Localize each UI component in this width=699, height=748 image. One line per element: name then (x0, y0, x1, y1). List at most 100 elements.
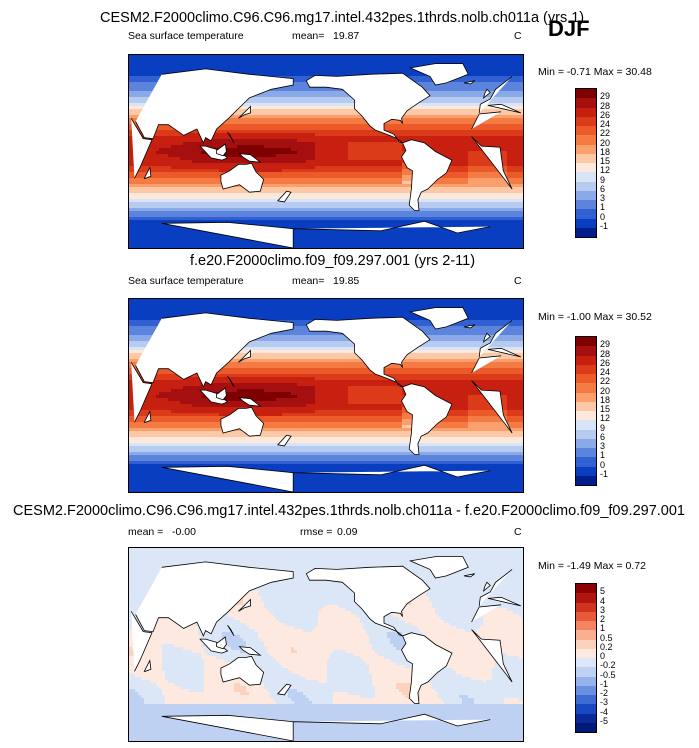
sst-cell (258, 97, 262, 101)
sst-cell (279, 58, 283, 62)
sst-cell (300, 142, 304, 146)
sst-cell (387, 160, 391, 164)
sst-cell (501, 118, 505, 122)
sst-cell (252, 133, 256, 137)
sst-cell (351, 121, 355, 125)
sst-cell (237, 160, 241, 164)
sst-cell (330, 160, 334, 164)
sst-cell (144, 154, 148, 158)
sst-cell (339, 127, 343, 131)
sst-cell (480, 133, 484, 137)
sst-cell (351, 127, 355, 131)
sst-cell (333, 67, 337, 71)
sst-cell (129, 97, 133, 101)
sst-cell (450, 139, 454, 143)
sst-cell (333, 127, 337, 131)
sst-cell (456, 106, 460, 110)
sst-cell (267, 112, 271, 116)
sst-cell (486, 79, 490, 83)
sst-cell (228, 136, 232, 140)
sst-cell (282, 160, 286, 164)
sst-cell (276, 115, 280, 119)
sst-cell (330, 55, 334, 59)
sst-cell (195, 145, 199, 149)
sst-cell (354, 61, 358, 65)
sst-cell (486, 136, 490, 140)
sst-cell (168, 154, 172, 158)
sst-cell (399, 70, 403, 74)
sst-cell (420, 112, 424, 116)
sst-cell (420, 124, 424, 128)
sst-cell (333, 130, 337, 134)
sst-cell (225, 142, 229, 146)
sst-cell (288, 130, 292, 134)
sst-cell (513, 139, 517, 143)
sst-cell (435, 124, 439, 128)
sst-cell (441, 139, 445, 143)
sst-cell (279, 127, 283, 131)
sst-cell (312, 118, 316, 122)
sst-cell (240, 157, 244, 161)
sst-cell (216, 166, 220, 170)
sst-cell (351, 61, 355, 65)
sst-cell (162, 154, 166, 158)
sst-cell (183, 67, 187, 71)
sst-cell (441, 100, 445, 104)
sst-cell (411, 58, 415, 62)
sst-cell (285, 115, 289, 119)
sst-cell (453, 148, 457, 152)
sst-cell (132, 70, 136, 74)
sst-cell (270, 148, 274, 152)
sst-cell (315, 160, 319, 164)
sst-cell (294, 124, 298, 128)
sst-cell (300, 154, 304, 158)
sst-cell (297, 97, 301, 101)
sst-cell (447, 154, 451, 158)
sst-cell (459, 94, 463, 98)
sst-cell (279, 64, 283, 68)
sst-cell (504, 91, 508, 95)
sst-cell (471, 112, 475, 116)
sst-cell (519, 163, 523, 167)
sst-cell (402, 70, 406, 74)
sst-cell (408, 124, 412, 128)
sst-cell (276, 148, 280, 152)
sst-cell (300, 85, 304, 89)
sst-cell (444, 121, 448, 125)
sst-cell (333, 112, 337, 116)
sst-cell (444, 124, 448, 128)
sst-cell (261, 106, 265, 110)
sst-cell (285, 136, 289, 140)
sst-cell (282, 97, 286, 101)
sst-cell (129, 130, 133, 134)
sst-cell (282, 73, 286, 77)
sst-cell (471, 157, 475, 161)
sst-cell (462, 112, 466, 116)
sst-cell (351, 142, 355, 146)
sst-cell (519, 109, 523, 113)
sst-cell (420, 109, 424, 113)
sst-cell (294, 67, 298, 71)
sst-cell (501, 157, 505, 161)
sst-cell (255, 55, 259, 59)
sst-cell (468, 130, 472, 134)
sst-cell (438, 127, 442, 131)
sst-cell (489, 109, 493, 113)
sst-cell (168, 130, 172, 134)
sst-cell (441, 97, 445, 101)
sst-cell (411, 112, 415, 116)
sst-cell (276, 61, 280, 65)
sst-cell (480, 73, 484, 77)
sst-cell (471, 100, 475, 104)
sst-cell (399, 136, 403, 140)
sst-cell (198, 67, 202, 71)
sst-cell (132, 106, 136, 110)
sst-cell (438, 142, 442, 146)
sst-cell (270, 61, 274, 65)
sst-cell (519, 88, 523, 92)
sst-cell (327, 97, 331, 101)
sst-cell (207, 58, 211, 62)
sst-cell (291, 124, 295, 128)
sst-cell (522, 97, 523, 101)
sst-cell (195, 148, 199, 152)
